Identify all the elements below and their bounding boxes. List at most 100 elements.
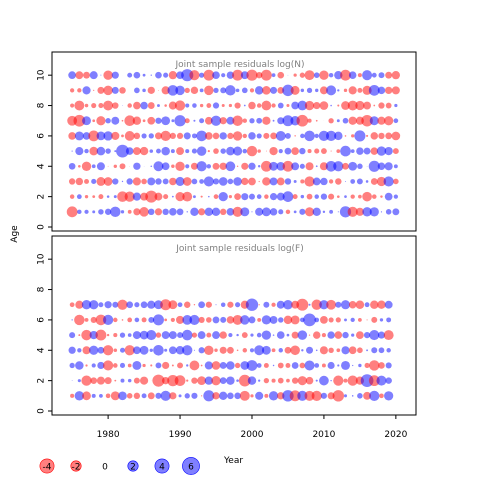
bubble-bottom [134,302,140,308]
x-tick-label: 1990 [169,430,192,440]
bubble-top [248,132,256,140]
bubble-bottom [134,317,140,323]
bubble-top [96,162,105,171]
bubble-top [262,177,271,186]
bubble-top [246,145,258,157]
bubble-top [196,146,207,156]
bubble-top [343,88,348,93]
bubble-bottom [357,393,363,399]
bubble-bottom [308,303,311,306]
bubble-top [370,132,379,140]
bubble-bottom [226,346,234,354]
bubble-bottom [355,331,364,339]
bubble-top [203,69,215,81]
bubble-top [368,160,380,172]
bubble-top [218,191,228,202]
bubble-bottom [276,331,285,339]
bubble-top [240,207,250,217]
y-tick-label-top: 10 [37,69,47,81]
bubble-top [150,74,152,76]
bubble-top [204,85,214,96]
bubble-top [369,207,379,217]
bubble-top [269,161,278,171]
bubble-top [299,163,305,169]
bubble-top [103,70,113,80]
bubble-top [335,178,342,185]
legend-bubble [182,457,200,475]
x-axis-title: Year [223,456,243,466]
bubble-top [162,208,169,216]
bubble-bottom [344,318,347,322]
bubble-top [368,84,380,96]
bubble-top [318,130,330,142]
bubble-bottom [113,363,118,368]
bubble-bottom [127,317,133,323]
bubble-top [294,135,296,137]
bubble-top [218,177,228,186]
bubble-bottom [289,390,301,402]
bubble-top [356,147,364,155]
bubble-top [155,117,162,124]
bubble-top [304,130,315,142]
bubble-bottom [227,301,234,308]
bubble-top [84,194,89,199]
bubble-top [84,209,89,214]
bubble-top [212,71,220,80]
bubble-top [282,115,294,127]
bubble-top [190,162,198,170]
bubble-bottom [162,361,170,370]
plot-frame-top [51,51,417,232]
bubble-top [191,133,197,139]
bubble-top [284,178,292,185]
bubble-bottom [160,390,171,401]
x-axis: 1980 1990 2000 2010 2020 [97,414,408,440]
bubble-top [122,105,123,106]
bubble-top [156,104,160,108]
bubble-bottom [342,331,349,339]
bubble-bottom [69,362,75,369]
bubble-bottom [297,390,308,401]
y-tick-label-bottom: 2 [37,378,47,384]
bubble-top [276,161,286,171]
bubble-top [321,148,327,155]
bubble-bottom [96,376,105,385]
bubble-top [133,101,141,110]
bubble-top [213,87,219,93]
bubble-bottom [315,349,318,352]
bubble-bottom [110,391,120,401]
bubble-top [148,208,155,216]
bubble-bottom [269,315,278,324]
bubble-bottom [113,348,118,353]
bubble-top [314,194,319,199]
bubble-bottom [228,333,233,338]
bubble-bottom [91,393,96,398]
bubble-top [299,147,306,155]
bubble-top [199,72,205,78]
bubble-top [82,116,91,126]
bubble-top [158,89,159,91]
bubble-bottom [160,299,172,311]
bubble-top [241,177,249,186]
bubble-top [68,132,76,140]
bubble-top [110,206,121,218]
bubble-bottom [268,391,279,401]
bubble-top [270,132,277,140]
bubble-bottom [315,379,318,382]
bubble-bottom [384,300,393,309]
legend-bubble [39,458,55,474]
bubble-bottom [277,362,284,369]
bubble-bottom [264,393,269,398]
bubble-bottom [242,348,248,353]
bubble-top [155,71,162,79]
bubble-bottom [189,360,200,371]
bubble-bottom [212,331,220,340]
bubble-bottom [155,392,162,399]
bubble-top [190,207,199,216]
bubble-bottom [363,331,371,339]
bubble-top [82,132,91,140]
bubble-bottom [334,331,343,339]
bubble-top [365,180,369,183]
bubble-bottom [81,300,92,310]
bubble-bottom [82,391,91,401]
bubble-bottom [147,392,155,400]
